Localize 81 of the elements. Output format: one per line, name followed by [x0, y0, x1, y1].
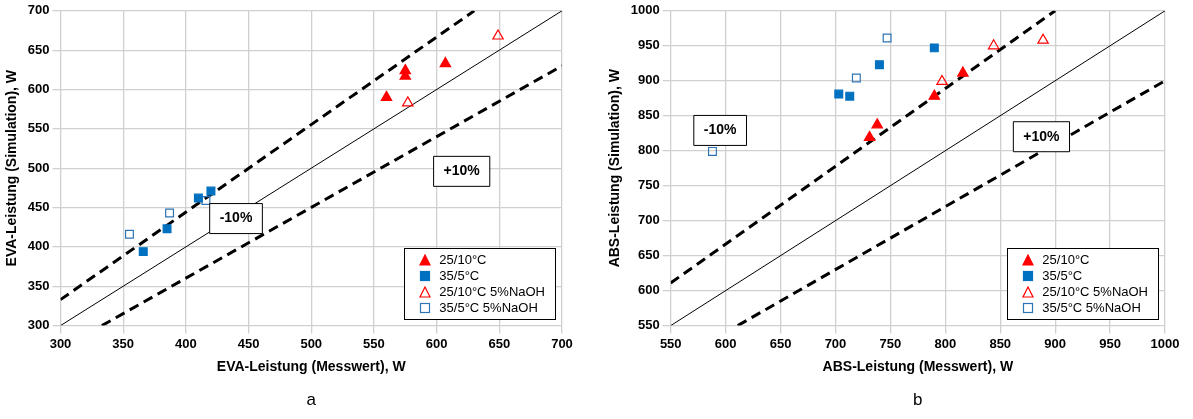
- point: [882, 33, 892, 43]
- y-tick-label: 750: [638, 177, 660, 193]
- y-tick-label: 650: [638, 247, 660, 263]
- x-tick-label: 900: [1044, 335, 1067, 351]
- y-tick-label: 600: [27, 81, 50, 97]
- point: [834, 89, 844, 99]
- y-tick-label: 950: [638, 37, 660, 53]
- x-tick-label: 950: [1099, 335, 1121, 351]
- point: [851, 73, 861, 83]
- point: [162, 224, 172, 234]
- legend-label: 35/5°C 5%NaOH: [1042, 299, 1141, 316]
- x-tick-label: 750: [879, 335, 902, 351]
- point: [439, 56, 452, 68]
- point: [206, 186, 216, 196]
- y-tick-label: 550: [27, 120, 50, 136]
- point: [874, 60, 884, 70]
- x-tick-label: 500: [300, 335, 323, 351]
- x-tick-label: 650: [488, 335, 511, 351]
- point: [492, 29, 504, 40]
- x-tick-label: 800: [934, 335, 957, 351]
- y-tick-label: 350: [27, 277, 50, 293]
- legend-label: 25/10°C 5%NaOH: [439, 283, 545, 300]
- y-tick-label: 1000: [630, 2, 660, 18]
- point: [138, 247, 148, 257]
- point: [193, 193, 203, 203]
- x-tick-label: 550: [363, 335, 385, 351]
- point: [987, 39, 1000, 50]
- annotation: +10%: [443, 162, 481, 179]
- y-axis-title: EVA-Leistung (Simulation), W: [3, 69, 20, 267]
- legend-label: 25/10°C: [439, 251, 487, 268]
- x-tick-label: 350: [112, 335, 135, 351]
- y-tick-label: 850: [638, 107, 660, 123]
- point: [957, 66, 969, 77]
- x-tick-label: 700: [551, 335, 573, 351]
- point: [124, 229, 134, 239]
- y-tick-label: 550: [638, 317, 660, 333]
- y-tick-label: 500: [27, 159, 50, 175]
- x-tick-label: 600: [425, 335, 448, 351]
- x-tick-label: 300: [49, 335, 72, 351]
- text: b: [912, 390, 924, 410]
- point: [928, 89, 941, 100]
- y-tick-label: 700: [27, 2, 50, 18]
- y-tick-label: 800: [638, 142, 660, 158]
- point: [201, 195, 211, 205]
- y-tick-label: 450: [27, 199, 50, 215]
- x-tick-label: 700: [824, 335, 847, 351]
- annotation: -10%: [219, 209, 253, 226]
- legend-label: 35/5°C 5%NaOH: [439, 299, 538, 316]
- point: [707, 146, 717, 156]
- x-axis-title: EVA-Leistung (Messwert), W: [216, 358, 407, 375]
- x-axis-title: ABS-Leistung (Messwert), W: [822, 358, 1014, 375]
- annotation: -10%: [703, 121, 738, 138]
- point: [165, 208, 175, 218]
- legend-label: 35/5°C: [439, 267, 480, 284]
- y-tick-label: 650: [27, 41, 50, 57]
- point: [1037, 33, 1049, 44]
- point: [936, 74, 948, 86]
- x-tick-label: 850: [989, 335, 1012, 351]
- x-tick-label: 1000: [1150, 335, 1180, 351]
- x-tick-label: 600: [714, 335, 737, 351]
- point: [845, 91, 855, 101]
- y-tick-label: 900: [638, 72, 660, 88]
- y-tick-label: 700: [638, 212, 660, 228]
- legend-label: 35/5°C: [1042, 267, 1083, 284]
- text: a: [305, 390, 317, 410]
- point: [929, 43, 939, 53]
- point: [380, 90, 393, 101]
- x-tick-label: 550: [659, 335, 682, 351]
- x-tick-label: 650: [769, 335, 792, 351]
- y-tick-label: 400: [27, 238, 50, 254]
- point: [401, 96, 414, 107]
- y-tick-label: 600: [638, 282, 660, 298]
- annotation: +10%: [1023, 127, 1061, 144]
- legend-label: 25/10°C: [1042, 251, 1090, 268]
- x-tick-label: 450: [237, 335, 260, 351]
- legend-label: 25/10°C 5%NaOH: [1042, 283, 1148, 300]
- y-tick-label: 300: [27, 317, 50, 333]
- point: [863, 130, 876, 142]
- point: [871, 118, 884, 129]
- x-tick-label: 400: [175, 335, 197, 351]
- y-axis-title: ABS-Leistung (Simulation), W: [606, 68, 623, 268]
